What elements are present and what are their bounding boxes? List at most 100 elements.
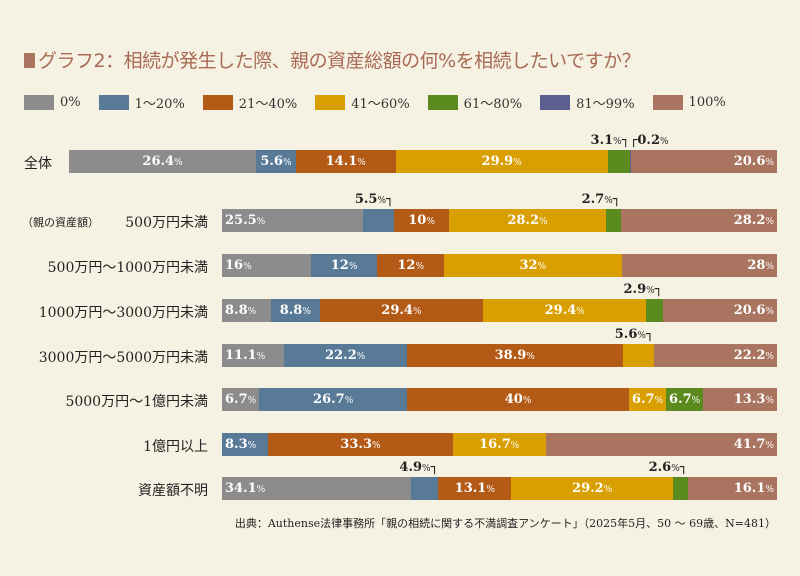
bar-segment: 3.1%┐ (591, 133, 630, 173)
category-label: 500万円～1000万円未満 (47, 260, 208, 276)
group-label: （親の資産額） (22, 216, 99, 229)
legend-label: 0% (60, 95, 81, 110)
data-label: 40% (504, 392, 532, 407)
category-label: 500万円未満 (125, 215, 208, 231)
bar-segment: 13.3% (703, 388, 777, 411)
bar-segment: 2.6%┐ (649, 460, 688, 500)
bar-segment: 29.9% (395, 150, 608, 173)
outside-data-label: 4.9%┐ (399, 460, 439, 475)
data-label: 22.2% (325, 348, 366, 363)
stacked-bar: 8.8% 8.8% 29.4% 29.4% 2.9%┐ 20.6% (222, 282, 777, 322)
bar-segment: 16.1% (687, 477, 777, 500)
bar-segment: 41.7% (545, 433, 777, 456)
data-label: 34.1% (225, 481, 266, 496)
stacked-bar: 25.5% 5.5%┐ 10% 28.2% 2.7%┐ 28.2% (222, 192, 777, 232)
bar-segment: 26.4% (69, 150, 257, 173)
data-label: 26.4% (142, 154, 183, 169)
data-label: 13.1% (454, 481, 495, 496)
bar-segment: 14.1% (295, 150, 396, 173)
data-label: 20.6% (733, 303, 774, 318)
stacked-bar: 16% 12% 12% 32% 28% (222, 254, 777, 277)
data-label: 29.4% (544, 303, 585, 318)
data-label: 32% (519, 258, 547, 273)
legend-item: 100% (652, 93, 726, 112)
outside-data-label: ┌0.2% (629, 133, 669, 148)
data-label: 6.7% (669, 392, 701, 407)
data-label: 28.2% (733, 213, 774, 228)
legend-label: 100% (688, 95, 726, 110)
bar-segment: 12% (377, 254, 444, 277)
bar-segment: 38.9% (406, 344, 623, 367)
bar-segment: 8.3% (222, 433, 269, 456)
bar-segment: 8.8% (270, 299, 320, 322)
bar-segment: 11.1% (222, 344, 284, 367)
legend-swatch (315, 95, 346, 110)
legend-swatch (24, 95, 54, 110)
data-label: 29.2% (572, 481, 613, 496)
bar-segment: 26.7% (259, 388, 408, 411)
bar-segment: 22.2% (653, 344, 777, 367)
outside-data-label: 2.9%┐ (623, 282, 663, 297)
bar-segment: 5.6%┐ (615, 327, 654, 367)
legend-item: 61～80% (427, 93, 523, 112)
legend-label: 1～20% (134, 97, 185, 112)
bar-segment: ┌0.2% (629, 133, 669, 173)
bar-segment: 32% (443, 254, 622, 277)
legend-label: 21～40% (238, 97, 298, 112)
data-label: 16% (225, 258, 252, 273)
data-label: 26.7% (313, 392, 354, 407)
chart-title-text: グラフ2：相続が発生した際、親の資産総額の何%を相続したいですか？ (38, 50, 641, 72)
legend-label: 61～80% (463, 97, 523, 112)
data-label: 5.6% (260, 154, 292, 169)
data-label: 8.3% (225, 437, 257, 452)
data-label: 10% (408, 213, 435, 228)
legend-swatch (652, 95, 683, 110)
legend: 0% 1～20% 21～40% 41～60% 61～80% 81～99% 100% (24, 93, 744, 112)
data-label: 29.4% (381, 303, 422, 318)
bar-segment: 16.7% (452, 433, 546, 456)
bar-segment: 20.6% (662, 299, 777, 322)
data-label: 12% (397, 258, 425, 273)
category-label: 5000万円～1億円未満 (65, 394, 208, 410)
outside-data-label: 5.6%┐ (614, 327, 654, 342)
data-label: 8.8% (279, 303, 311, 318)
bar-segment: 29.4% (319, 299, 484, 322)
bar-segment: 6.7% (628, 388, 667, 411)
legend-label: 41～60% (351, 97, 410, 112)
bar-segment: 5.5%┐ (355, 192, 394, 232)
data-label: 11.1% (225, 348, 266, 363)
bar-segment: 40% (407, 388, 629, 411)
data-label: 8.8% (225, 303, 257, 318)
data-label: 16.1% (733, 481, 774, 496)
legend-swatch (98, 95, 129, 110)
data-label: 12% (330, 258, 358, 273)
stacked-bar: 34.1% 4.9%┐ 13.1% 29.2% 2.6%┐ 16.1% (222, 460, 777, 500)
bar-segment: 13.1% (438, 477, 512, 500)
legend-item: 81～99% (540, 93, 635, 112)
data-label: 33.3% (340, 437, 381, 452)
title-square-icon (24, 53, 35, 68)
category-label: 1億円以上 (143, 439, 208, 455)
bar-segment: 8.8% (222, 299, 271, 322)
bar-segment: 12% (310, 254, 378, 277)
bar-segment: 2.7%┐ (582, 192, 621, 232)
outside-data-label: 2.7%┐ (581, 192, 621, 207)
source-note: 出典：Authense法律事務所「親の相続に関する不満調査アンケート」（2025… (234, 517, 776, 530)
data-label: 20.6% (733, 154, 774, 169)
category-label: 1000万円～3000万円未満 (38, 305, 208, 321)
bar-segment: 20.6% (630, 150, 777, 173)
legend-item: 41～60% (315, 93, 410, 112)
bar-segment: 28% (621, 254, 777, 277)
data-label: 6.7% (225, 392, 257, 407)
outside-data-label: 3.1%┐ (590, 133, 630, 148)
stacked-bar: 26.4% 5.6% 14.1% 29.9% 3.1%┐ ┌0.2% 20.6% (69, 133, 777, 173)
bar-segment: 29.2% (511, 477, 674, 500)
bar-segment: 29.4% (483, 299, 647, 322)
bar-segment: 34.1% (222, 477, 412, 500)
bar-segment: 2.9%┐ (624, 282, 663, 322)
data-label: 22.2% (733, 348, 774, 363)
bar-segment: 16% (222, 254, 311, 277)
chart-title: グラフ2：相続が発生した際、親の資産総額の何%を相続したいですか？ (24, 46, 641, 73)
data-label: 14.1% (325, 154, 366, 169)
stacked-bar: 8.3% 33.3% 16.7% 41.7% (222, 433, 777, 456)
